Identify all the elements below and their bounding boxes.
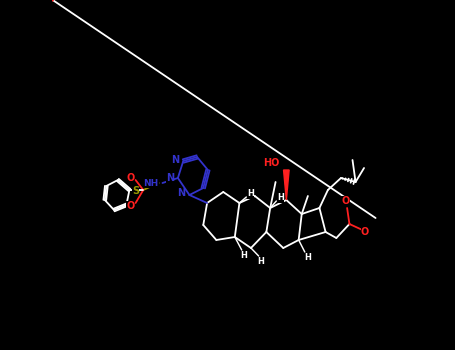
Text: H: H	[277, 194, 283, 203]
Text: O: O	[126, 173, 134, 183]
Text: O: O	[126, 201, 134, 211]
Text: HO: HO	[263, 158, 279, 168]
Text: H: H	[241, 251, 248, 259]
Text: N: N	[166, 173, 174, 183]
Text: H: H	[304, 252, 311, 261]
Text: H: H	[258, 257, 264, 266]
Text: N: N	[177, 188, 185, 198]
Text: N: N	[171, 155, 179, 165]
Text: NH: NH	[143, 178, 159, 188]
Text: O: O	[361, 227, 369, 237]
Text: S: S	[132, 186, 139, 196]
Text: O: O	[341, 196, 350, 206]
Text: H: H	[247, 189, 253, 198]
Polygon shape	[283, 170, 289, 200]
